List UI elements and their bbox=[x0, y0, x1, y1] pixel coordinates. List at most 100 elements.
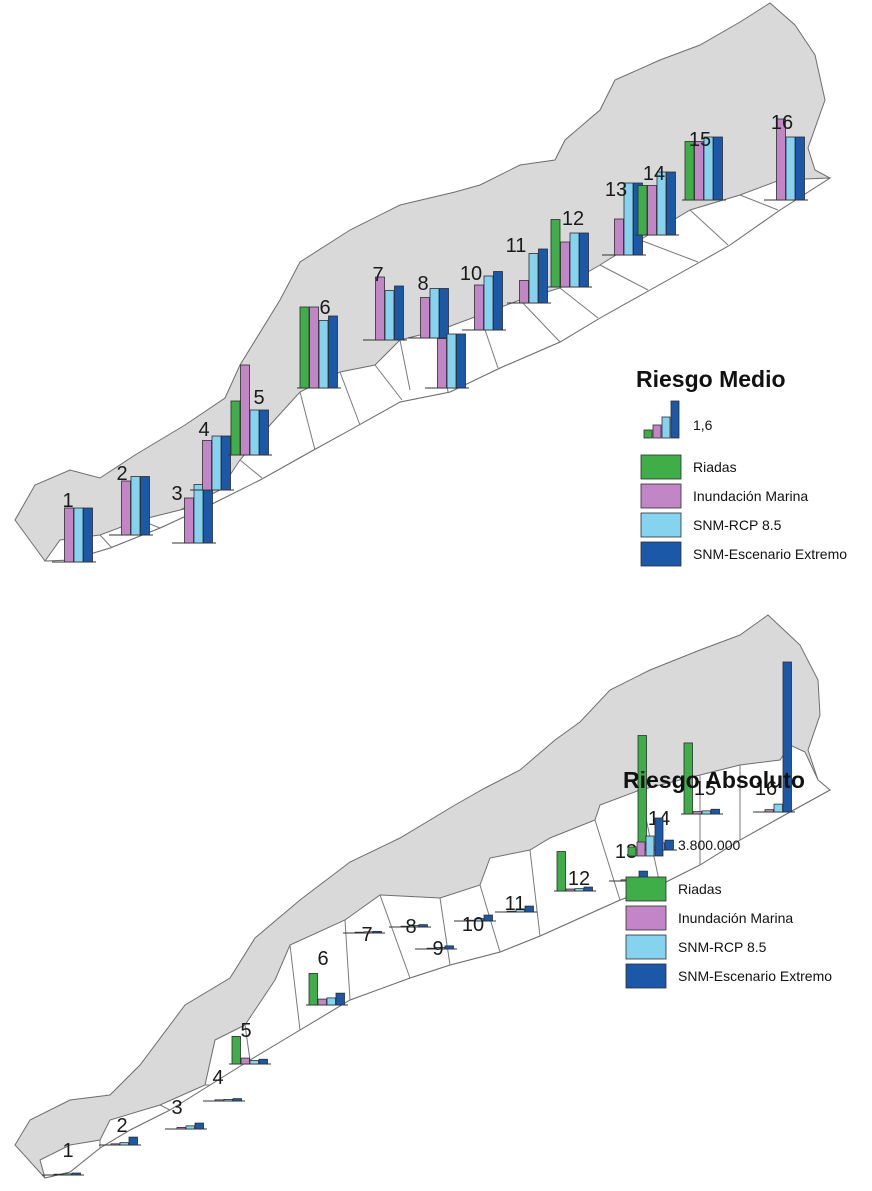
bar-group-10 bbox=[454, 914, 496, 922]
municipality-label-7: 7 bbox=[372, 264, 383, 286]
bar-snm-extremo-4 bbox=[232, 1098, 242, 1102]
municipality-label-11: 11 bbox=[506, 235, 527, 257]
municipality-label-6: 6 bbox=[317, 948, 328, 970]
legend-swatch-inundacion bbox=[625, 905, 667, 931]
bar-snm-extremo-6 bbox=[335, 992, 345, 1006]
riesgo-medio-bar-groups bbox=[52, 118, 808, 563]
bar-snm-rcp-5 bbox=[249, 409, 260, 456]
bar-inundacion-3 bbox=[176, 1127, 186, 1130]
legend-label-snm-extremo: SNM-Escenario Extremo bbox=[678, 968, 832, 984]
municipality-label-5: 5 bbox=[253, 387, 264, 409]
bar-inundacion-14 bbox=[647, 185, 657, 236]
bar-snm-rcp-15 bbox=[701, 810, 711, 815]
municipality-label-15: 15 bbox=[689, 129, 711, 151]
bar-group-6 bbox=[306, 973, 348, 1006]
municipality-label-8: 8 bbox=[417, 273, 428, 295]
bar-snm-extremo-2 bbox=[140, 476, 150, 536]
bar-snm-extremo-3 bbox=[203, 484, 213, 544]
bar-group-2 bbox=[109, 476, 153, 536]
bar-inundacion-1 bbox=[64, 507, 74, 563]
bar-snm-rcp-5 bbox=[249, 1060, 259, 1065]
municipality-label-3: 3 bbox=[171, 483, 182, 505]
legend-label-inundacion: Inundación Marina bbox=[693, 488, 808, 504]
municipality-label-3: 3 bbox=[171, 1097, 182, 1119]
bar-inundacion-16 bbox=[764, 809, 774, 813]
bar-snm-rcp-13 bbox=[623, 182, 634, 256]
bar-snm-rcp-6 bbox=[318, 320, 329, 389]
bar-inundacion-12 bbox=[565, 888, 575, 892]
bar-inundacion-5 bbox=[240, 1057, 250, 1065]
bar-inundacion-15 bbox=[694, 141, 704, 201]
bar-snm-rcp-8 bbox=[429, 288, 440, 339]
bar-group-15 bbox=[682, 136, 726, 201]
bar-snm-extremo-11 bbox=[538, 248, 548, 304]
bar-snm-rcp-4 bbox=[211, 435, 222, 491]
bar-snm-rcp-3 bbox=[193, 484, 204, 544]
bar-snm-extremo-7 bbox=[394, 285, 404, 341]
riesgo-absoluto-bar-groups bbox=[42, 661, 795, 1176]
municipality-label-15: 15 bbox=[694, 778, 716, 800]
legend-title: Riesgo Absoluto bbox=[623, 767, 805, 793]
bar-group-16 bbox=[753, 661, 795, 813]
bar-snm-rcp-3 bbox=[185, 1125, 195, 1130]
bar-inundacion-11 bbox=[519, 280, 529, 304]
legend-scale-bar-snm-rcp bbox=[661, 416, 671, 439]
bar-group-11 bbox=[495, 905, 537, 913]
bar-snm-extremo-16 bbox=[795, 136, 805, 201]
bar-snm-extremo-1 bbox=[83, 507, 93, 563]
legend-label-snm-rcp: SNM-RCP 8.5 bbox=[693, 517, 782, 533]
bar-group-4 bbox=[190, 435, 234, 491]
legend-scale-bar-inundacion bbox=[652, 424, 662, 439]
riesgo-absoluto-legend: Riesgo Absoluto 3.800.000 Riadas Inundac… bbox=[623, 767, 832, 989]
bar-group-6 bbox=[297, 306, 341, 389]
municipal-boundaries bbox=[99, 765, 741, 1148]
bar-inundacion-12 bbox=[560, 241, 570, 288]
bar-snm-rcp-15 bbox=[703, 136, 714, 201]
bar-snm-extremo-7 bbox=[372, 931, 382, 934]
bar-snm-extremo-11 bbox=[524, 905, 534, 913]
legend-swatch-snm-rcp bbox=[640, 512, 682, 538]
bar-group-5 bbox=[228, 364, 272, 456]
bar-riadas-5 bbox=[230, 400, 241, 456]
bar-riadas-6 bbox=[308, 973, 318, 1006]
municipality-label-14: 14 bbox=[643, 163, 665, 185]
riesgo-absoluto-map: 12345678910111213141516 Riesgo Absoluto … bbox=[14, 614, 832, 1179]
bar-snm-rcp-11 bbox=[515, 909, 525, 913]
municipality-label-16: 16 bbox=[771, 112, 793, 134]
bar-snm-rcp-1 bbox=[73, 507, 84, 563]
municipality-label-10: 10 bbox=[460, 263, 482, 285]
bar-inundacion-5 bbox=[240, 364, 250, 456]
municipality-label-12: 12 bbox=[562, 208, 584, 230]
municipality-label-4: 4 bbox=[212, 1067, 223, 1089]
bar-inundacion-4 bbox=[214, 1099, 224, 1102]
legend-scale-bar-snm-extremo bbox=[670, 400, 680, 439]
bar-group-7 bbox=[343, 931, 385, 934]
bar-group-2 bbox=[99, 1136, 141, 1146]
bar-snm-extremo-9 bbox=[456, 333, 466, 389]
bar-snm-extremo-9 bbox=[444, 945, 454, 950]
bar-snm-extremo-14 bbox=[666, 171, 676, 236]
legend-swatch-riadas bbox=[625, 876, 667, 902]
legend-scale-bar-snm-extremo bbox=[654, 817, 664, 857]
bar-inundacion-9 bbox=[437, 338, 447, 389]
legend-scale-symbol bbox=[643, 400, 680, 439]
legend-scale-symbol bbox=[627, 817, 664, 857]
bar-snm-extremo-3 bbox=[194, 1122, 204, 1130]
legend-label-riadas: Riadas bbox=[693, 459, 737, 475]
bar-snm-extremo-16 bbox=[782, 661, 792, 813]
bar-snm-extremo-4 bbox=[221, 435, 231, 491]
municipality-label-6: 6 bbox=[319, 297, 330, 319]
municipality-label-1: 1 bbox=[62, 1140, 73, 1162]
bar-inundacion-7 bbox=[375, 276, 385, 341]
municipality-label-2: 2 bbox=[116, 1115, 127, 1137]
bar-snm-rcp-7 bbox=[384, 290, 395, 341]
bar-inundacion-9 bbox=[426, 947, 436, 950]
bar-snm-rcp-9 bbox=[446, 333, 457, 389]
bar-inundacion-10 bbox=[474, 284, 484, 331]
riesgo-medio-legend: Riesgo Medio 1,6 Riadas Inundación Marin… bbox=[636, 366, 847, 567]
bar-inundacion-10 bbox=[465, 919, 475, 922]
legend-scale-value: 3.800.000 bbox=[678, 837, 740, 853]
bar-group-14 bbox=[635, 171, 679, 236]
